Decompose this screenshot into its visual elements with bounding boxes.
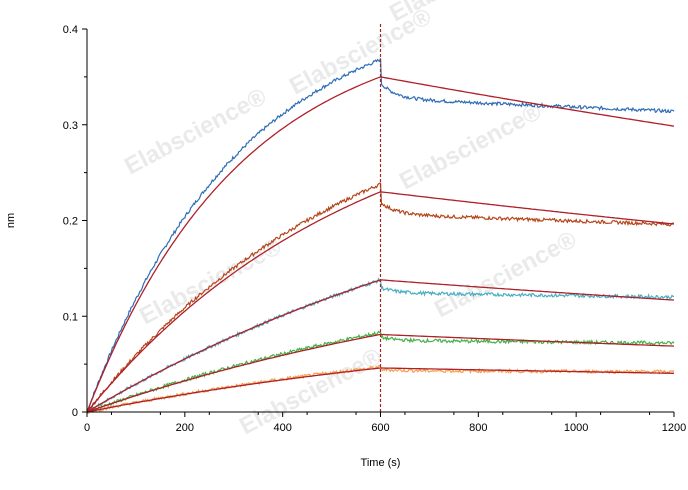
y-tick-label: 0.1 [63,311,78,323]
series-line-1 [86,58,675,413]
x-ticks: 0 200 400 600 800 1000 1200 [84,412,686,434]
x-tick-label: 0 [84,422,90,434]
series-line-2 [86,182,675,413]
fit-line-5 [86,367,674,413]
y-tick-label: 0.4 [63,24,78,36]
y-tick-label: 0.3 [63,120,78,132]
y-tick-label: 0 [72,407,78,419]
watermark-text: Elabscience® [120,83,271,180]
watermark-text: Elabscience® [395,98,546,195]
x-tick-label: 1200 [662,422,686,434]
x-tick-label: 1000 [564,422,588,434]
y-axis-title: nm [5,213,17,228]
axes: 0 200 400 600 800 1000 1200 0 0.1 0.2 0.3 0.4 [63,24,687,434]
y-tick-label: 0.2 [63,216,78,228]
x-axis-title: Time (s) [361,457,401,469]
y-ticks: 0 0.1 0.2 0.3 0.4 [63,24,87,419]
x-tick-label: 600 [371,422,389,434]
x-tick-label: 800 [469,422,487,434]
watermark-text: Elabscience® [235,343,386,440]
watermark-text: Elabscience® [430,226,581,323]
x-tick-label: 400 [273,422,291,434]
x-tick-label: 200 [176,422,194,434]
series-line-4 [86,330,675,413]
